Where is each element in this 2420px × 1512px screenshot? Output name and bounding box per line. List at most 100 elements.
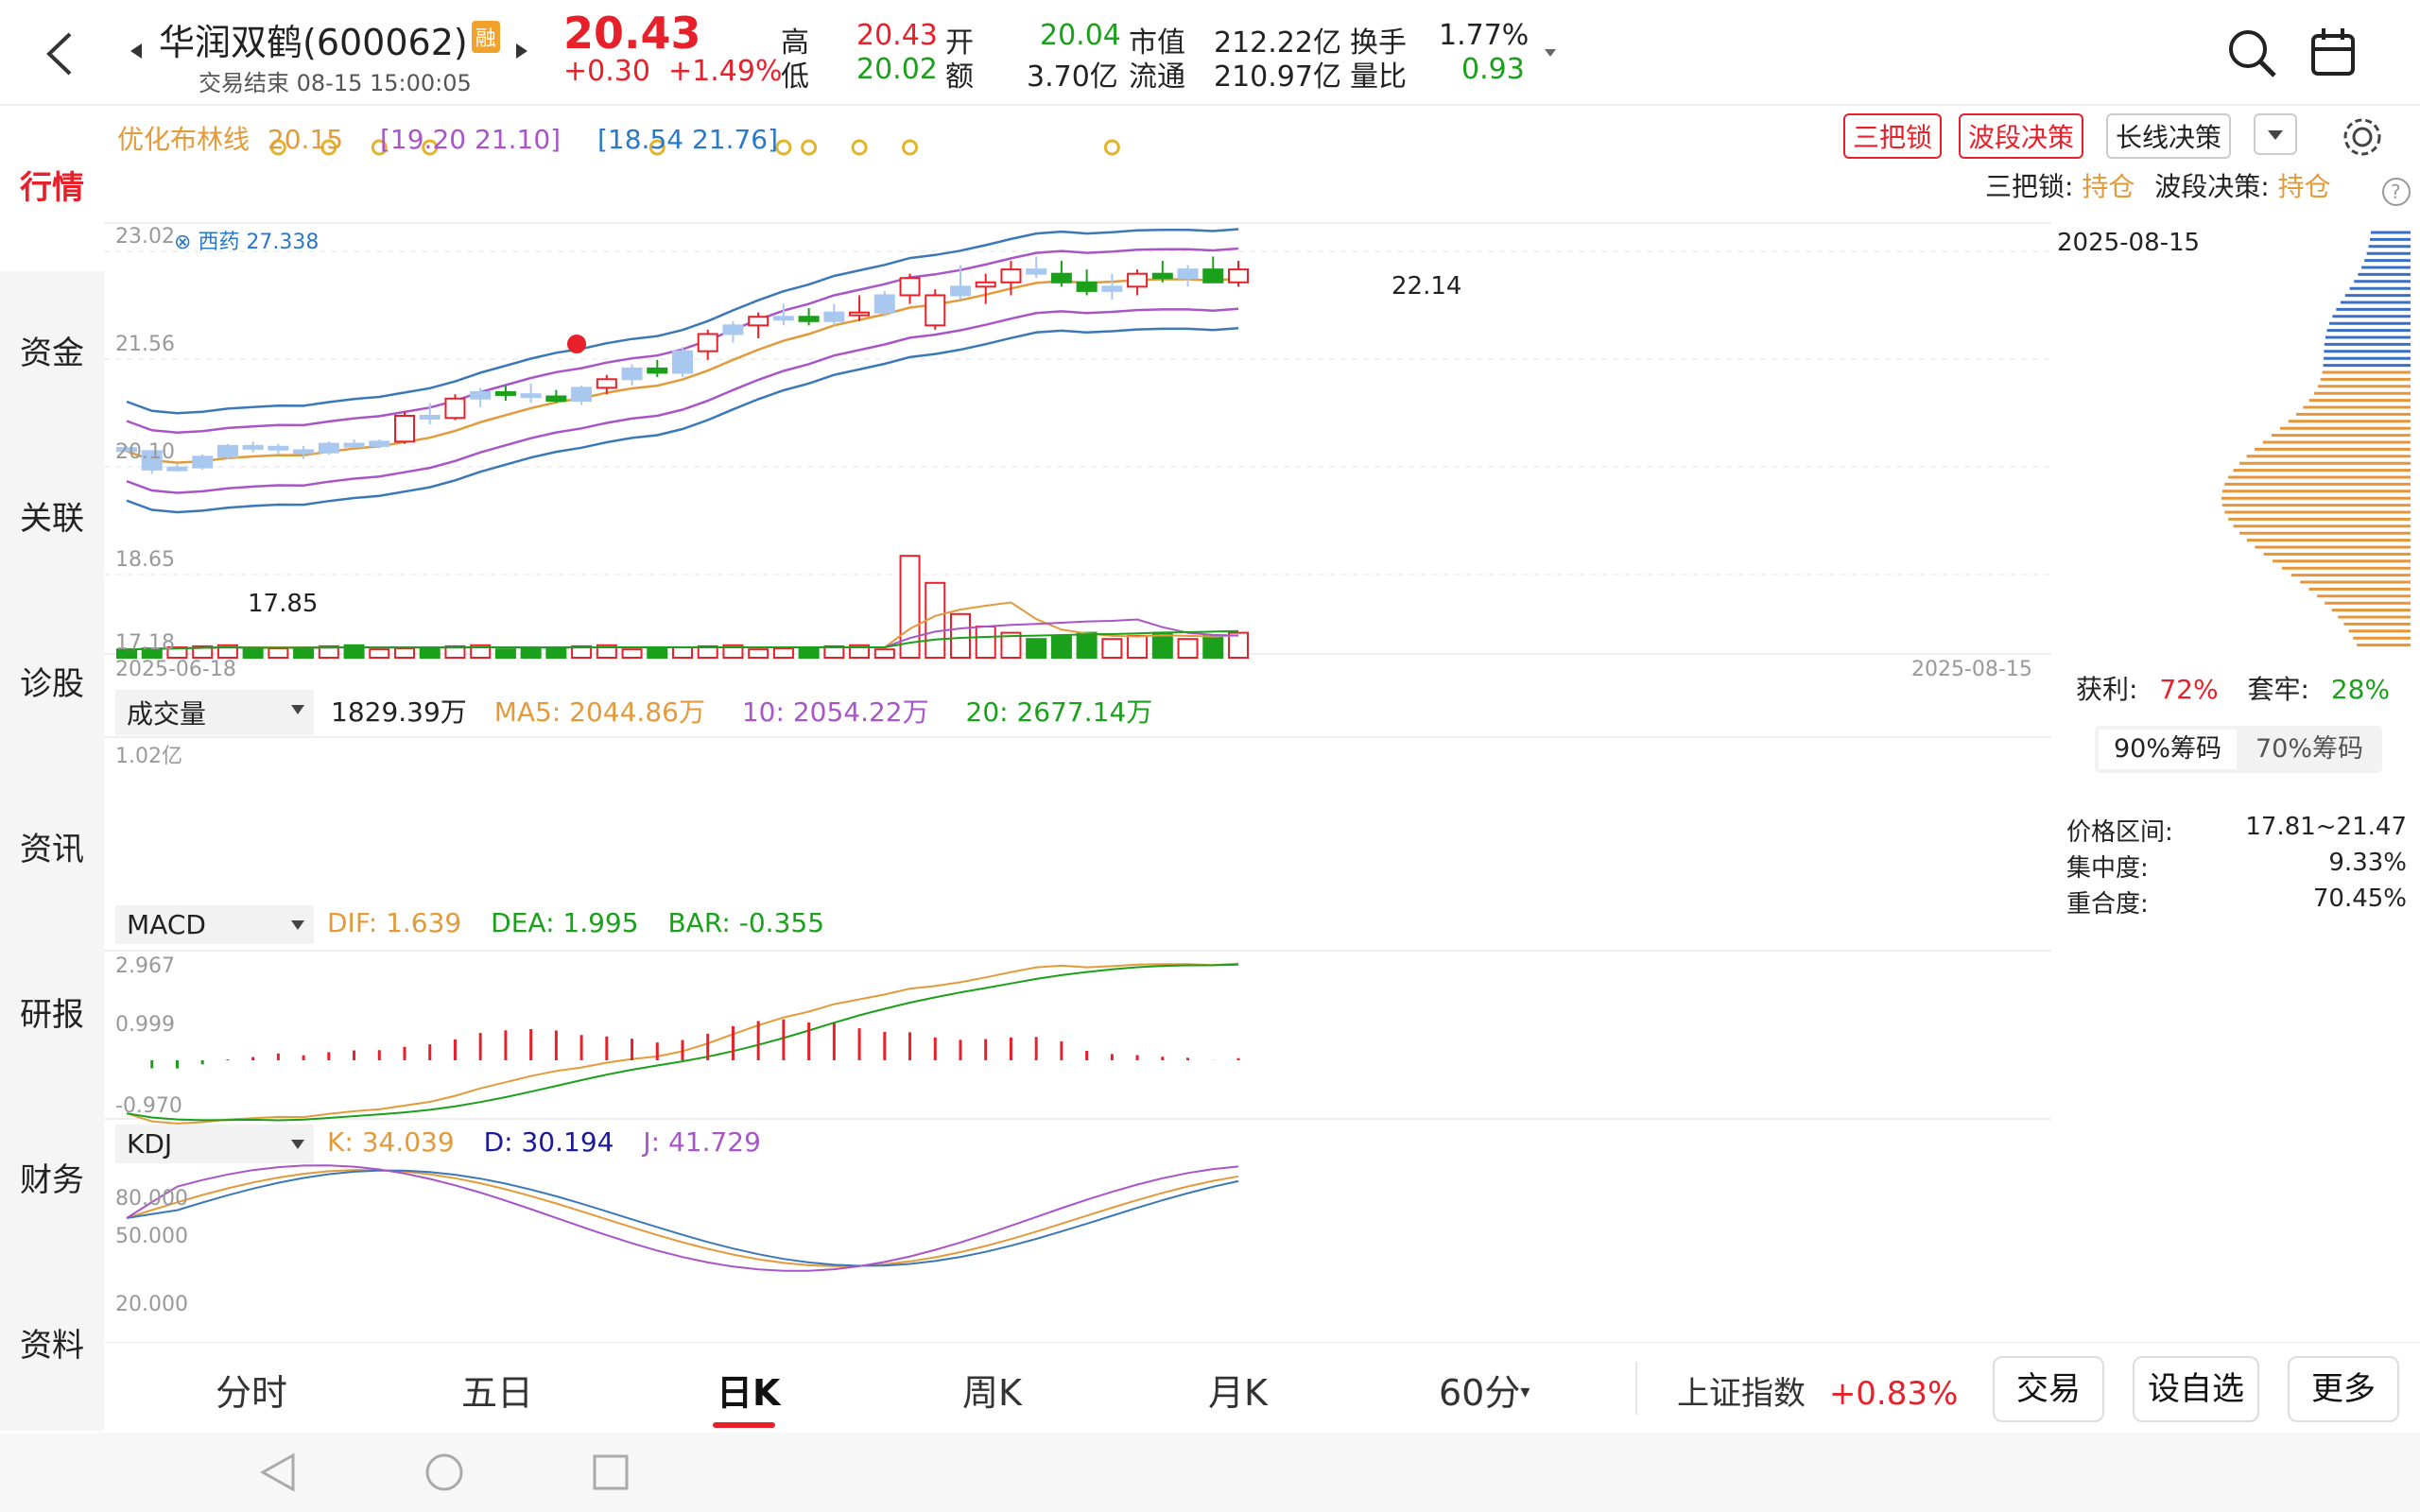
candle-body bbox=[571, 387, 593, 403]
chevron-down-icon bbox=[291, 1140, 304, 1149]
buy-signal-icon bbox=[567, 335, 586, 353]
volume-bar bbox=[166, 646, 188, 659]
tab-chip-70[interactable]: 70%筹码 bbox=[2255, 734, 2363, 764]
nav-item-finance[interactable]: 财务 bbox=[20, 1161, 84, 1199]
candle bbox=[470, 387, 492, 407]
boll-upper-outer bbox=[126, 228, 1239, 415]
candle-body bbox=[798, 316, 820, 322]
nav-item-research[interactable]: 研报 bbox=[20, 996, 84, 1034]
overlap-label: 重合度: bbox=[2066, 890, 2149, 919]
volume-bar bbox=[343, 644, 365, 659]
draw-tool-icon[interactable] bbox=[2310, 26, 2358, 77]
price-tick: 21.56 bbox=[115, 333, 175, 356]
add-watchlist-button[interactable]: 设自选 bbox=[2133, 1356, 2259, 1422]
nav-item-quote[interactable]: 行情 bbox=[0, 106, 104, 271]
volume-bar bbox=[772, 647, 794, 659]
end-date: 2025-08-15 bbox=[1911, 658, 2032, 681]
candle bbox=[1228, 261, 1249, 287]
system-back-icon[interactable] bbox=[257, 1452, 299, 1493]
candle-body bbox=[369, 440, 390, 447]
event-marker-icon bbox=[320, 139, 337, 156]
kline-svg[interactable] bbox=[104, 106, 2051, 1334]
chip-distribution-panel: 长线决策 ? 2025-08-15 获利: 72% 套牢: 28% 90%筹码 … bbox=[2051, 106, 2420, 1334]
low-value: 20.02 bbox=[856, 53, 938, 86]
amount-label: 额 bbox=[945, 60, 974, 94]
help-icon[interactable]: ? bbox=[2380, 176, 2412, 208]
event-marker-icon bbox=[775, 139, 792, 156]
candle-body bbox=[1127, 272, 1149, 288]
candle-body bbox=[596, 378, 617, 389]
volume-indicator-select[interactable]: 成交量 bbox=[115, 690, 314, 735]
candle-body bbox=[1000, 268, 1022, 284]
next-stock-icon[interactable] bbox=[514, 42, 529, 60]
kdj-indicator-select[interactable]: KDJ bbox=[115, 1125, 314, 1163]
volume-bar bbox=[419, 646, 441, 659]
concentration-label: 集中度: bbox=[2066, 854, 2149, 883]
expand-quote-icon[interactable] bbox=[1543, 47, 1558, 59]
macd-values: DIF: 1.639 DEA: 1.995 BAR: -0.355 bbox=[327, 907, 825, 938]
macd-indicator-select[interactable]: MACD bbox=[115, 905, 314, 944]
search-icon[interactable] bbox=[2225, 26, 2278, 79]
candle bbox=[1000, 261, 1022, 296]
candle bbox=[697, 329, 718, 360]
index-quote[interactable]: 上证指数 +0.83% bbox=[1677, 1375, 1959, 1413]
left-nav: 行情 资金 关联 诊股 资讯 研报 财务 资料 bbox=[0, 106, 104, 1431]
volratio-label: 量比 bbox=[1350, 60, 1407, 94]
tab-60min[interactable]: 60分▾ bbox=[1439, 1372, 1530, 1414]
more-button[interactable]: 更多 bbox=[2288, 1356, 2399, 1422]
current-price: 20.43 bbox=[563, 8, 701, 59]
candle bbox=[1101, 273, 1123, 301]
candle bbox=[394, 411, 415, 444]
event-marker-icon bbox=[1103, 139, 1120, 156]
nav-item-related[interactable]: 关联 bbox=[20, 500, 84, 538]
tab-intraday[interactable]: 分时 bbox=[216, 1372, 288, 1414]
gear-icon[interactable] bbox=[2339, 113, 2386, 161]
candle-body bbox=[899, 277, 921, 297]
volume-bar bbox=[1177, 638, 1199, 660]
sanbasuo-button[interactable]: 三把锁 bbox=[1843, 113, 1943, 159]
nav-item-diagnosis[interactable]: 诊股 bbox=[20, 665, 84, 703]
tab-daily-k[interactable]: 日K bbox=[717, 1372, 781, 1414]
candle-body bbox=[216, 444, 238, 458]
news-tag[interactable]: ⊗ 西药 27.338 bbox=[174, 231, 320, 254]
candle-body bbox=[343, 442, 365, 448]
candle bbox=[293, 445, 315, 459]
tab-weekly-k[interactable]: 周K bbox=[962, 1372, 1022, 1414]
min-price-annotation: 17.85 bbox=[248, 590, 319, 618]
price-tick: 18.65 bbox=[115, 548, 175, 572]
changxian-button[interactable]: 长线决策 bbox=[2106, 113, 2232, 159]
candle bbox=[1202, 256, 1224, 284]
prev-stock-icon[interactable] bbox=[129, 42, 144, 60]
price-tick: 17.18 bbox=[115, 631, 175, 655]
tab-five-day[interactable]: 五日 bbox=[461, 1372, 534, 1414]
system-recents-icon[interactable] bbox=[590, 1452, 631, 1493]
tab-chip-90[interactable]: 90%筹码 bbox=[2099, 730, 2237, 769]
candle bbox=[545, 389, 567, 404]
volume-bar bbox=[596, 644, 617, 659]
more-strategy-dropdown[interactable] bbox=[2254, 113, 2297, 155]
volume-bar bbox=[394, 647, 415, 659]
volume-bar bbox=[647, 647, 668, 659]
candle bbox=[343, 439, 365, 449]
mktcap-value: 212.22亿 bbox=[1214, 26, 1341, 60]
tab-monthly-k[interactable]: 月K bbox=[1208, 1372, 1268, 1414]
divider bbox=[1635, 1362, 1637, 1415]
nav-item-profile[interactable]: 资料 bbox=[20, 1327, 84, 1365]
trade-button[interactable]: 交易 bbox=[1993, 1356, 2104, 1422]
high-value: 20.43 bbox=[856, 19, 938, 52]
volume-bar bbox=[1101, 638, 1123, 660]
volume-bar bbox=[242, 648, 264, 660]
volume-bar bbox=[798, 646, 820, 659]
candle-body bbox=[293, 449, 315, 455]
system-home-icon[interactable] bbox=[424, 1452, 465, 1493]
kdj-tick: 50.000 bbox=[115, 1225, 188, 1248]
nav-item-news[interactable]: 资讯 bbox=[20, 831, 84, 868]
nav-item-funds[interactable]: 资金 bbox=[20, 335, 84, 372]
candle bbox=[192, 454, 214, 470]
kline-chart[interactable]: 优化布林线 20.15 [19.20 21.10] [18.54 21.76] … bbox=[104, 106, 2331, 1334]
kdj-tick: 80.000 bbox=[115, 1187, 188, 1211]
volume-bar bbox=[545, 646, 567, 659]
boduan-button[interactable]: 波段决策 bbox=[1959, 113, 2084, 159]
amount-value: 3.70亿 bbox=[1027, 60, 1118, 94]
back-icon[interactable] bbox=[43, 30, 76, 77]
